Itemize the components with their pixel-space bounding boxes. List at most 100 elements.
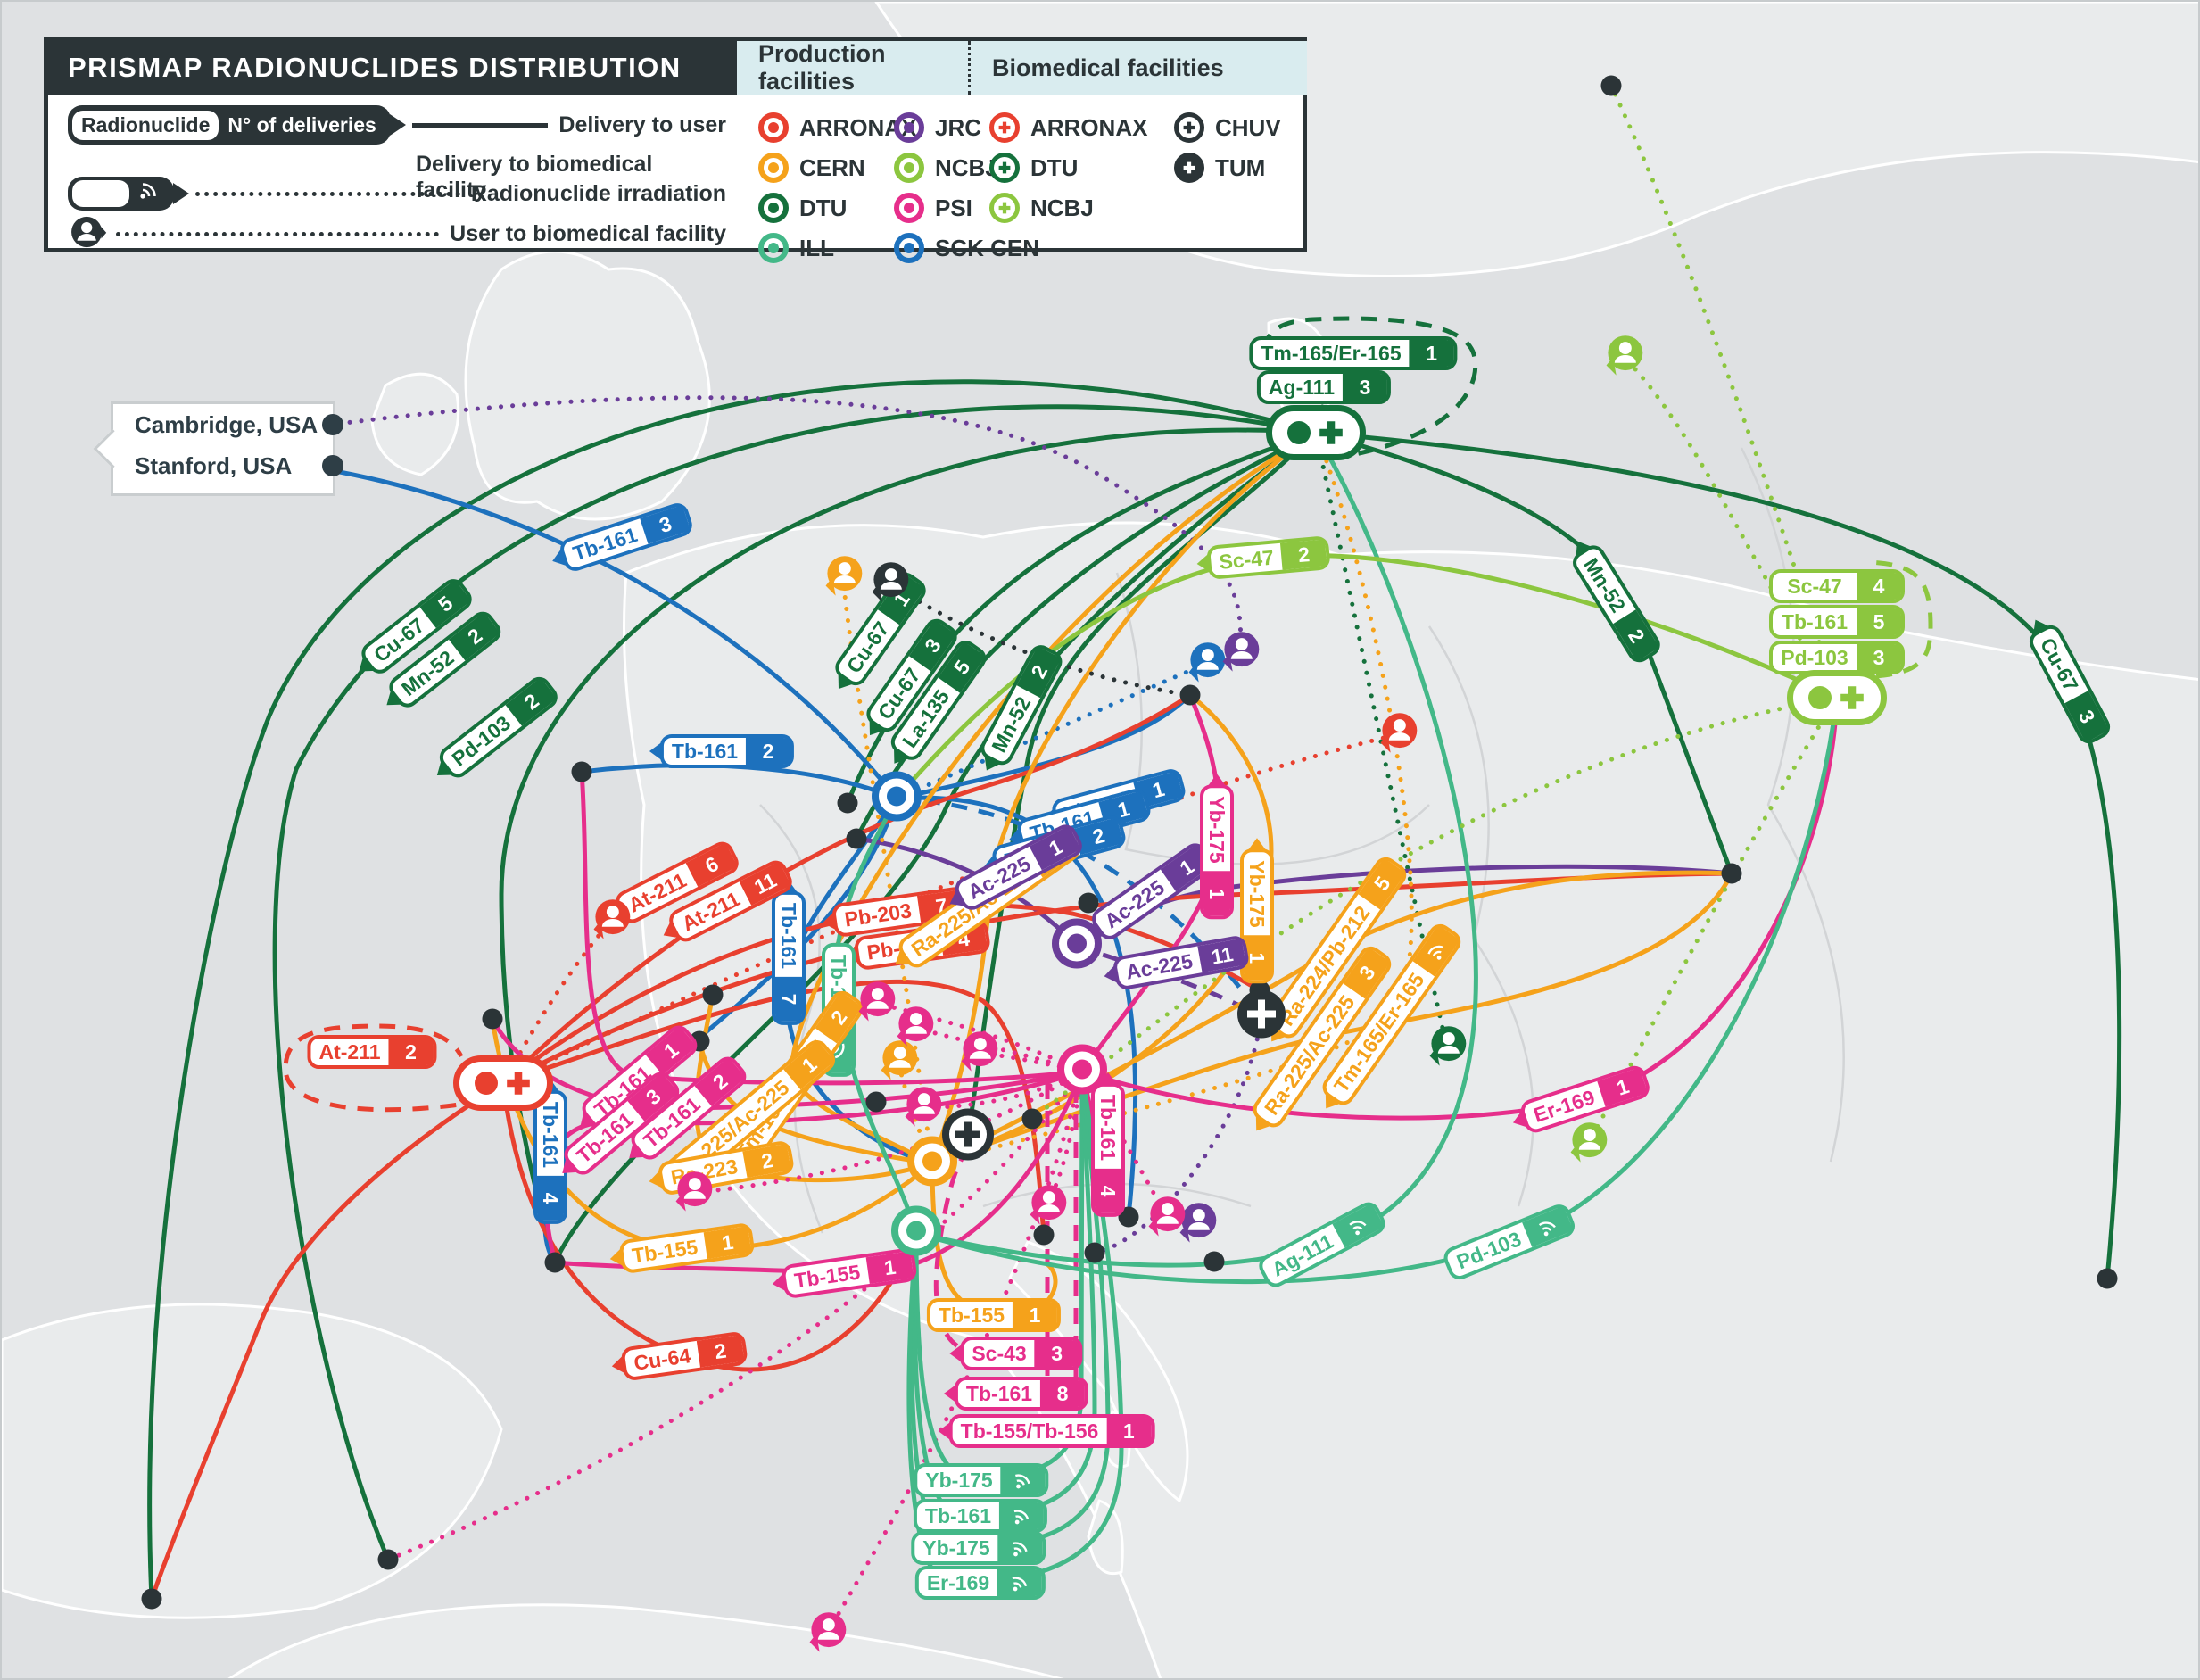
- callout-row: Stanford, USA: [113, 445, 343, 486]
- user-person-icon: [671, 1169, 715, 1218]
- darkgreen-solid-connection-line: [147, 379, 1317, 1600]
- ncbj-facility-node: [1787, 670, 1887, 725]
- irradiation-badge-sample: [68, 177, 174, 211]
- delivery-count: 3: [1034, 1340, 1079, 1367]
- delivery-count: 2: [696, 1334, 745, 1368]
- delivery-count: 4: [1857, 573, 1901, 600]
- radionuclide-name: Yb-175: [1245, 860, 1269, 928]
- city-endpoint-dot: [322, 414, 343, 435]
- legend-label-delivery-user: Delivery to user: [558, 112, 726, 137]
- biomedical-node-icon: [989, 193, 1020, 223]
- delivery-count: 3: [1343, 374, 1388, 401]
- pink-dotted-connection-line: [873, 1000, 1085, 1074]
- legend-label-delivery-biomedical: Delivery to biomedical facility: [416, 152, 653, 203]
- user-person-icon: [876, 1038, 921, 1087]
- legend-row-delivery-user: Radionuclide N° of deliveries Delivery t…: [68, 105, 726, 145]
- legend-row-delivery-biomedical: Delivery to biomedical facility: [405, 152, 726, 203]
- facility-name: NCBJ: [1030, 194, 1094, 221]
- irradiation-wifi-icon: [999, 1502, 1045, 1529]
- user-person-icon: [805, 1610, 849, 1659]
- production-node-icon: [758, 233, 789, 263]
- purple-dotted-connection-line: [301, 395, 1244, 656]
- user-endpoint-dot: [544, 1252, 566, 1273]
- radionuclide-name: Tb-161: [1781, 610, 1848, 633]
- biomedical-facilities-header: Biomedical facilities: [968, 41, 1307, 95]
- jrc-facility-node: [1051, 918, 1103, 974]
- irradiation-wifi-icon: [997, 1535, 1043, 1561]
- facility-name: ILL: [799, 234, 834, 261]
- biomedical-node-icon: [989, 153, 1020, 183]
- delivery-count: 4: [1095, 1169, 1121, 1214]
- irradiation-wifi-icon: [1000, 1467, 1046, 1494]
- delivery-count: 1: [1106, 1418, 1152, 1444]
- darkgreen-solid-connection-line: [272, 404, 1317, 1560]
- radionuclide-badge-tb-161: Tb-161 4: [1091, 1082, 1125, 1218]
- dtu-facility-node: [1266, 405, 1366, 460]
- user-endpoint-dot: [141, 1588, 162, 1610]
- delivery-count: 1: [1409, 340, 1454, 367]
- radionuclide-name: Tb-155: [938, 1303, 1005, 1327]
- radionuclide-badge-sample: Radionuclide N° of deliveries: [68, 105, 391, 145]
- radionuclide-badge-yb-175: Yb-175: [914, 1463, 1049, 1497]
- biomedical-facility-item-dtu: DTU: [989, 153, 1147, 183]
- deliveries-count-label: N° of deliveries: [227, 112, 376, 137]
- delivery-count: 8: [1040, 1380, 1086, 1407]
- biomedical-facility-item-ncbj: NCBJ: [989, 193, 1147, 223]
- production-facilities-header: Production facilities: [737, 40, 968, 95]
- lightgreen-dashed-connection-line: [1848, 559, 1933, 680]
- irradiation-wifi-icon: [1332, 1203, 1385, 1248]
- radionuclide-name: At-211: [318, 1040, 381, 1063]
- production-facility-item-ill: ILL: [758, 233, 916, 263]
- production-facility-item-dtu: DTU: [758, 193, 916, 223]
- user-person-icon: [589, 897, 633, 946]
- person-icon: [68, 212, 107, 256]
- user-person-icon: [956, 1029, 1001, 1078]
- user-person-icon: [1566, 1120, 1610, 1169]
- ill-facility-node: [890, 1205, 942, 1262]
- radionuclide-badge-tb-161: Tb-161: [913, 1499, 1048, 1533]
- irradiation-wifi-icon: [1522, 1205, 1575, 1247]
- user-person-icon: [854, 979, 898, 1028]
- lightgreen-dotted-connection-line: [1609, 83, 1840, 700]
- production-node-icon: [894, 193, 924, 223]
- facility-name: ARRONAX: [1030, 113, 1148, 141]
- radionuclide-badge-yb-175: Yb-175: [911, 1531, 1046, 1565]
- user-endpoint-dot: [865, 1091, 887, 1113]
- cern-facility-node: [906, 1136, 958, 1192]
- blue-solid-connection-line: [581, 763, 897, 801]
- radionuclide-name: Tb-161: [924, 1504, 992, 1527]
- legend-label-user-biomedical: User to biomedical facility: [450, 221, 726, 246]
- red-dotted-connection-line: [500, 732, 1401, 1086]
- purple-dotted-connection-line: [1092, 1014, 1264, 1255]
- wifi-icon: [129, 180, 169, 207]
- user-person-icon: [1601, 333, 1646, 382]
- biomedical-facility-list: ARRONAX DTU NCBJ: [989, 112, 1147, 223]
- delivery-count: 2: [746, 738, 791, 765]
- radionuclide-label: Radionuclide: [72, 110, 219, 140]
- dotted-line-sample: [116, 232, 440, 236]
- radionuclide-name: Er-169: [926, 1571, 990, 1594]
- biomedical-facility-list: CHUV TUM: [1174, 112, 1281, 183]
- user-endpoint-dot: [1084, 1242, 1105, 1263]
- biomedical-node-icon: [1174, 112, 1204, 143]
- facility-name: CERN: [799, 153, 865, 181]
- radionuclide-badge-ag-111: Ag-111: [1254, 1197, 1390, 1292]
- red-dashed-connection-line: [283, 1023, 484, 1113]
- user-endpoint-dot: [1021, 1108, 1043, 1130]
- delivery-count: 2: [1280, 539, 1327, 570]
- radionuclide-name: Tb-161: [965, 1382, 1033, 1405]
- production-facility-item-jrc: JRC: [894, 112, 1039, 143]
- radionuclide-badge-yb-175: Yb-175 1: [1200, 784, 1234, 920]
- radionuclide-name: Sc-47: [1787, 575, 1842, 598]
- delivery-count: 11: [1197, 938, 1247, 973]
- user-endpoint-dot: [702, 984, 724, 1006]
- biomedical-node-icon: [989, 112, 1020, 143]
- production-node-icon: [758, 193, 789, 223]
- irradiation-wifi-icon: [1412, 924, 1460, 977]
- radionuclide-badge-sc-43: Sc-43 3: [960, 1337, 1083, 1370]
- radionuclide-badge-tb-155/tb-156: Tb-155/Tb-156 1: [948, 1414, 1155, 1448]
- user-person-icon: [900, 1084, 945, 1133]
- delivery-count: 4: [537, 1176, 564, 1221]
- user-endpoint-dot: [837, 792, 858, 814]
